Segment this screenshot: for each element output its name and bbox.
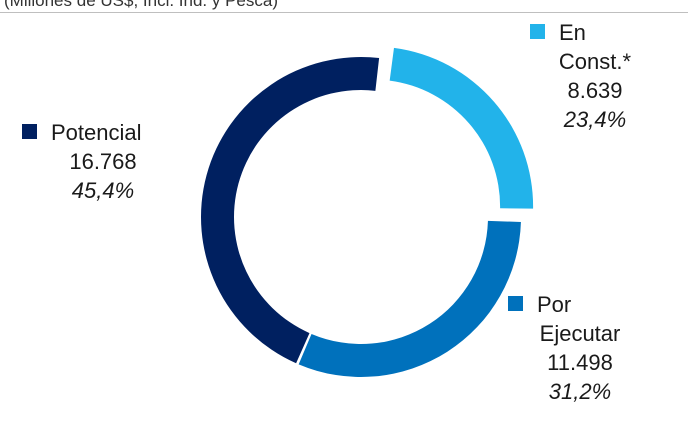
label-potencial: Potencial 16.768 45,4% (18, 118, 188, 205)
top-divider (0, 12, 688, 13)
slice-name-en-const-line1: En (559, 20, 586, 45)
slice-value-por-ejecutar: 11.498 (547, 350, 613, 375)
label-por-ejecutar: Por Ejecutar 11.498 31,2% (500, 290, 660, 406)
slice-en-const (389, 47, 534, 209)
slice-name-potencial: Potencial (51, 120, 142, 145)
donut-slices (200, 47, 534, 377)
slice-pct-en-const: 23,4% (563, 107, 627, 132)
slice-pct-potencial: 45,4% (71, 178, 135, 203)
slice-por-ejecutar (298, 220, 521, 377)
slice-value-potencial: 16.768 (69, 149, 137, 174)
slice-name-por-ejecutar-line1: Por (537, 292, 572, 317)
slice-pct-por-ejecutar: 31,2% (548, 379, 612, 404)
label-en-const: En Const.* 8.639 23,4% (520, 18, 670, 134)
slice-value-en-const: 8.639 (567, 78, 623, 103)
slice-name-por-ejecutar-line2: Ejecutar (539, 321, 621, 346)
legend-swatch-potencial (22, 124, 37, 139)
chart-caption: (Millones de US$, Incl. Ind. y Pesca) (4, 0, 279, 10)
legend-swatch-por-ejecutar (508, 296, 523, 311)
legend-swatch-en-const (530, 24, 545, 39)
slice-potencial (200, 56, 380, 364)
slice-name-en-const-line2: Const.* (558, 49, 632, 74)
